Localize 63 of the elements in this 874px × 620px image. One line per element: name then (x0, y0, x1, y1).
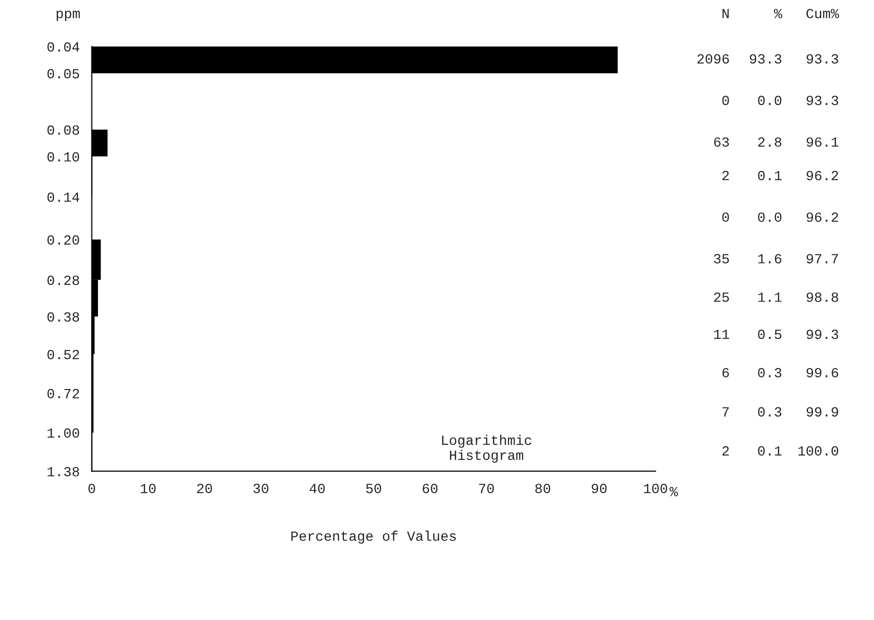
text: 0.5 (758, 330, 782, 340)
x-tick-label: 90 (592, 484, 607, 494)
x-tick-label: 100 (644, 484, 668, 494)
text: 63 (714, 137, 729, 147)
y-tick-label: 0.20 (47, 235, 80, 245)
text: 96.1 (806, 137, 838, 147)
y-axis-title: ppm (56, 10, 80, 22)
text: 99.3 (806, 330, 838, 340)
text: 0.3 (758, 407, 782, 417)
text: 99.9 (806, 407, 838, 417)
text: 1.6 (758, 254, 782, 264)
y-tick-label: 0.72 (47, 388, 79, 398)
text: 0 (722, 212, 729, 222)
text: % (670, 486, 678, 496)
x-tick-label: 40 (310, 484, 325, 494)
x-tick-label: 10 (140, 484, 156, 494)
text: 0.1 (758, 170, 782, 180)
text: 35 (714, 254, 729, 264)
text: 0.3 (758, 368, 782, 378)
y-tick-label: 1.38 (48, 466, 80, 476)
y-tick-label: 0.08 (47, 125, 80, 135)
text: 0.0 (758, 212, 782, 222)
text: 2096 (697, 54, 729, 64)
text: 6 (722, 368, 729, 378)
text: 0.1 (758, 446, 782, 456)
text: N (722, 8, 729, 18)
annotation: Logarithmic Histogram (442, 434, 532, 463)
text: 11 (714, 330, 730, 339)
y-tick-label: 1.00 (48, 428, 80, 438)
text: 93.3 (750, 54, 782, 64)
x-tick-label: 0 (88, 484, 96, 494)
text: 7 (722, 407, 729, 416)
text: 93.3 (806, 96, 838, 106)
x-tick-label: 60 (422, 484, 438, 494)
text: 100.0 (798, 446, 838, 456)
text: % (774, 8, 782, 18)
text: 2 (722, 170, 729, 180)
y-tick-label: 0.14 (47, 192, 80, 202)
text: 99.6 (806, 368, 838, 378)
x-tick-label: 80 (535, 484, 550, 494)
y-tick-label: 0.05 (47, 69, 80, 78)
y-tick-label: 0.28 (47, 276, 80, 286)
text: 0.0 (758, 96, 782, 106)
y-tick-label: 0.38 (47, 312, 80, 322)
y-tick-label: 0.04 (47, 42, 80, 52)
y-tick-label: 0.10 (47, 152, 80, 162)
y-tick-label: 0.52 (47, 350, 79, 360)
x-tick-label: 70 (479, 484, 494, 494)
text: 96.2 (806, 170, 838, 180)
text: 2.8 (758, 137, 782, 147)
text: 25 (714, 292, 729, 302)
text: 97.7 (806, 254, 838, 264)
text: Cum% (806, 8, 840, 18)
text: 96.2 (806, 212, 838, 222)
x-tick-label: 50 (366, 484, 382, 494)
text: 1.1 (758, 292, 782, 302)
text: 93.3 (806, 54, 838, 64)
text: 0 (722, 96, 729, 106)
text: 98.8 (806, 292, 838, 302)
x-tick-label: 20 (197, 484, 212, 494)
x-axis-title: Percentage of Values (291, 530, 456, 544)
text: 2 (722, 446, 729, 456)
x-tick-label: 30 (253, 484, 268, 494)
